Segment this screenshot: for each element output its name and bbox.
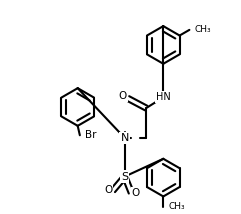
- Text: N: N: [120, 133, 129, 143]
- Text: CH₃: CH₃: [195, 25, 211, 34]
- Text: CH₃: CH₃: [169, 202, 185, 211]
- Text: O: O: [132, 188, 140, 198]
- Text: O: O: [104, 186, 113, 195]
- Text: HN: HN: [156, 92, 171, 102]
- Text: O: O: [119, 91, 127, 101]
- Text: Br: Br: [85, 130, 97, 140]
- Text: S: S: [121, 172, 128, 181]
